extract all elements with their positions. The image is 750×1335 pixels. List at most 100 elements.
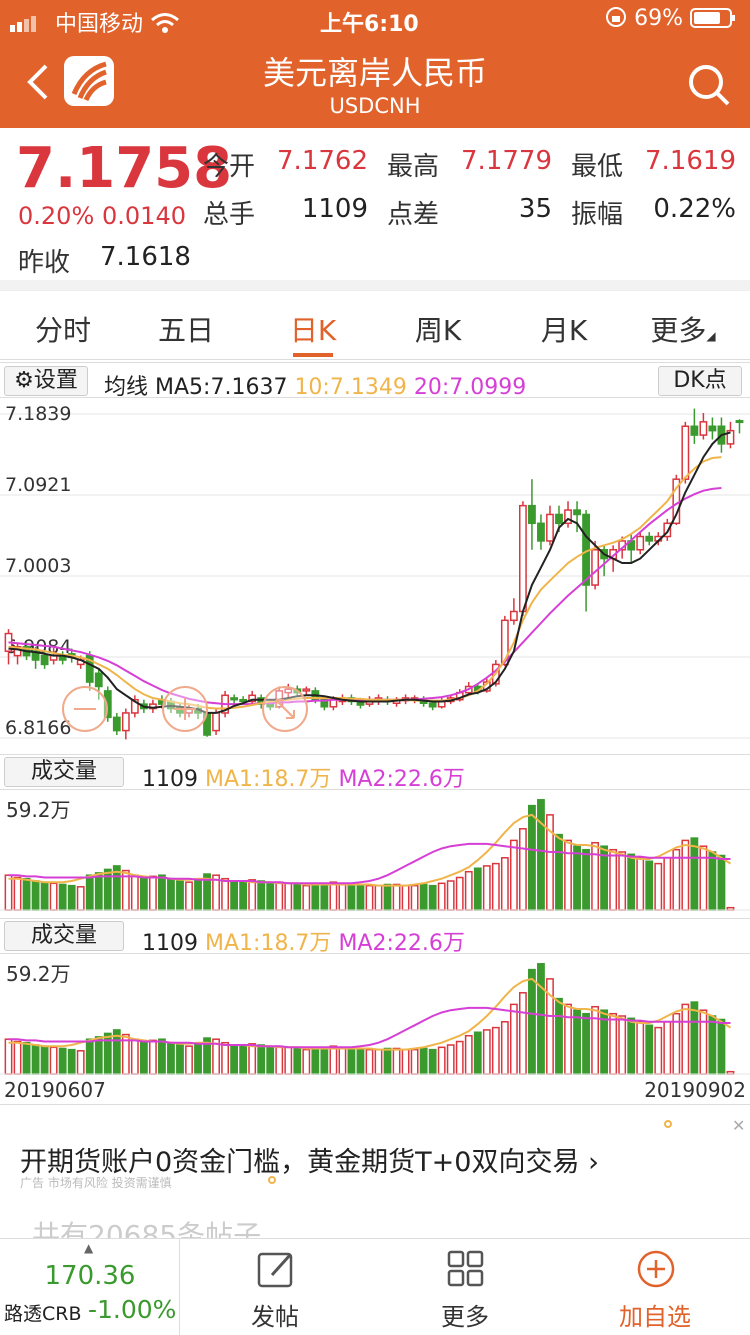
volume-indicator-button-1[interactable]: 成交量 — [4, 757, 124, 787]
ma-legend: 均线 MA5:7.1637 10:7.1349 20:7.0999 — [104, 369, 526, 401]
volume-bar — [4, 1038, 13, 1075]
volume-indicator-button-2[interactable]: 成交量 — [4, 921, 124, 951]
ma-bar: ⚙设置 均线 MA5:7.1637 10:7.1349 20:7.0999 DK… — [0, 362, 750, 401]
volume-bar — [564, 1003, 572, 1075]
add-watchlist-label: 加自选 — [619, 1303, 691, 1331]
gear-icon: ⚙ — [14, 368, 34, 393]
candle-body — [636, 535, 645, 551]
ad-close-button[interactable]: ✕ — [732, 1116, 745, 1135]
tab-more[interactable]: 更多◢ — [628, 309, 738, 349]
volume-bar — [329, 1045, 338, 1075]
change-value: 0.0140 — [102, 202, 186, 230]
volume-bar — [618, 1015, 627, 1075]
battery-percent: 69% — [634, 6, 683, 31]
volume-bar — [248, 879, 257, 911]
back-button[interactable] — [24, 62, 54, 102]
volume-bar — [473, 867, 482, 911]
volume-bar — [320, 882, 329, 911]
volume-bar — [266, 1046, 275, 1075]
candle-body — [573, 509, 581, 516]
tab-intraday[interactable]: 分时 — [34, 314, 91, 347]
volume-bar — [654, 862, 663, 911]
zoom-in-button[interactable] — [162, 686, 208, 732]
open-label: 今开 — [203, 152, 256, 182]
candle-body — [212, 712, 220, 732]
candle-body — [726, 429, 735, 445]
volume-label: 总手 — [203, 200, 256, 230]
volume-bar — [392, 1047, 401, 1075]
volume-bar — [509, 1003, 518, 1075]
wifi-icon — [150, 12, 180, 34]
candle-body — [690, 425, 699, 436]
volume-bar — [500, 1021, 509, 1075]
volume-bar — [528, 804, 536, 911]
volume-bar — [275, 1045, 284, 1075]
volume-bar — [455, 876, 464, 911]
volume-bar — [347, 1047, 356, 1075]
volume-bar — [257, 1044, 266, 1075]
add-watchlist-button[interactable]: 加自选 — [560, 1239, 750, 1335]
volume-bar — [158, 1038, 166, 1075]
y-tick-label: 7.0003 — [5, 555, 71, 577]
search-button[interactable] — [686, 62, 732, 108]
ad-note: 广告 市场有风险 投资需谨慎 — [20, 1176, 172, 1190]
volume-bar — [338, 882, 347, 911]
candle-body — [546, 513, 554, 542]
volume-bar — [528, 968, 536, 1075]
volume-bar — [356, 1047, 365, 1075]
more-button[interactable]: 更多 — [370, 1239, 560, 1335]
ticker-widget[interactable]: ▲ 170.36 路透CRB -1.00% — [0, 1239, 180, 1335]
volume-bar — [509, 839, 518, 911]
volume-bar — [582, 1012, 590, 1075]
post-label: 发帖 — [251, 1303, 299, 1331]
status-battery: 69% — [605, 6, 736, 31]
volume-bar — [383, 1047, 392, 1075]
tab-daily-k[interactable]: 日K — [289, 314, 337, 347]
ma20-value: 20:7.0999 — [413, 375, 527, 400]
prev-close-value: 7.1618 — [100, 242, 191, 272]
fullscreen-button[interactable] — [262, 686, 308, 732]
high-value: 7.1779 — [461, 146, 552, 176]
ad-banner[interactable]: 开期货账户0资金门槛，黄金期货T+0双向交易 › 广告 市场有风险 投资需谨慎 … — [0, 1110, 750, 1200]
volume-bar — [31, 880, 40, 911]
divider — [0, 1104, 750, 1105]
post-button[interactable]: 发帖 — [180, 1239, 370, 1335]
volume-bar — [49, 882, 58, 911]
volume-bar — [654, 1026, 663, 1075]
volume-bar-1: 成交量 1109 MA1:18.7万 MA2:22.6万 — [0, 754, 750, 792]
volume-bar — [40, 1045, 49, 1075]
tab-weekly-k[interactable]: 周K — [414, 314, 462, 347]
volume-bar — [67, 884, 76, 911]
y-tick-label: 6.8166 — [5, 717, 71, 739]
volume-bar — [167, 1041, 175, 1075]
y-tick-label: 7.0921 — [5, 474, 71, 496]
caret-down-icon: ◢ — [706, 329, 716, 343]
volume-bar — [31, 1044, 40, 1075]
zoom-out-button[interactable] — [62, 686, 108, 732]
tab-monthly-k[interactable]: 月K — [540, 314, 588, 347]
volume-bar — [94, 872, 103, 911]
dk-point-button[interactable]: DK点 — [658, 366, 742, 396]
settings-label: 设置 — [33, 368, 78, 393]
plus-icon — [174, 698, 196, 720]
volume-bar — [419, 1047, 428, 1075]
volume-chart-1 — [0, 799, 750, 911]
volume-bar — [40, 881, 49, 911]
tab-five-day[interactable]: 五日 — [157, 314, 214, 347]
volume-bar — [401, 884, 410, 911]
settings-button[interactable]: ⚙设置 — [4, 366, 88, 396]
volume-bar — [518, 828, 527, 911]
volume-bar — [708, 1015, 717, 1075]
volume-bar — [555, 833, 563, 911]
ticker-change: -1.00% — [88, 1295, 177, 1324]
decor-dot — [268, 1176, 276, 1184]
volume-bar — [13, 876, 22, 911]
volume-bar — [347, 883, 356, 911]
volume-bar — [239, 1045, 248, 1075]
status-carrier: 中国移动 — [10, 6, 180, 38]
volume-ma1-line — [8, 977, 732, 1051]
candle-body — [645, 535, 654, 542]
candle-body — [130, 698, 139, 714]
date-end: 20190902 — [644, 1078, 746, 1102]
volume-bar — [365, 1048, 374, 1075]
